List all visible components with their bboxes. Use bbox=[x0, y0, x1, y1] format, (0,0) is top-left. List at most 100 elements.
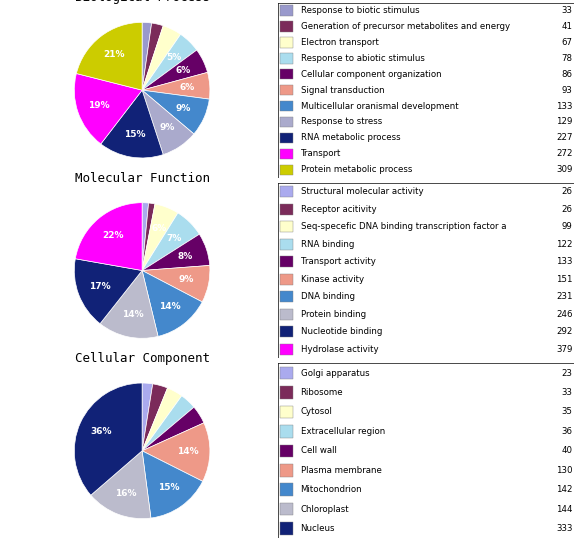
Bar bbox=[280, 37, 293, 48]
Text: Transport: Transport bbox=[300, 149, 341, 159]
Text: 86: 86 bbox=[561, 70, 572, 79]
Text: RNA binding: RNA binding bbox=[300, 240, 354, 249]
Wedge shape bbox=[142, 396, 194, 451]
Bar bbox=[280, 256, 293, 267]
Text: 5%: 5% bbox=[166, 53, 182, 62]
Text: 15%: 15% bbox=[124, 130, 145, 140]
Wedge shape bbox=[74, 74, 142, 144]
Text: Generation of precursor metabolites and energy: Generation of precursor metabolites and … bbox=[300, 22, 510, 31]
Wedge shape bbox=[74, 383, 142, 495]
Text: 130: 130 bbox=[556, 466, 572, 475]
Wedge shape bbox=[142, 23, 163, 90]
Bar bbox=[280, 69, 293, 80]
Bar bbox=[280, 239, 293, 250]
Text: 15%: 15% bbox=[158, 483, 179, 492]
Wedge shape bbox=[142, 266, 210, 302]
Text: 144: 144 bbox=[556, 505, 572, 513]
Text: Golgi apparatus: Golgi apparatus bbox=[300, 368, 369, 378]
Bar bbox=[280, 203, 293, 215]
Bar bbox=[280, 53, 293, 63]
Bar bbox=[280, 445, 293, 457]
Bar bbox=[280, 484, 293, 496]
Text: 231: 231 bbox=[556, 292, 572, 301]
Bar bbox=[280, 85, 293, 95]
Text: 309: 309 bbox=[556, 165, 572, 174]
Text: 67: 67 bbox=[561, 38, 572, 47]
Text: 22%: 22% bbox=[102, 231, 124, 240]
Bar bbox=[280, 326, 293, 338]
Text: 333: 333 bbox=[556, 524, 572, 533]
Text: 133: 133 bbox=[556, 102, 572, 110]
Wedge shape bbox=[77, 22, 142, 90]
Text: 33: 33 bbox=[561, 388, 572, 397]
Text: 129: 129 bbox=[556, 117, 572, 127]
Text: 6%: 6% bbox=[180, 83, 195, 91]
Wedge shape bbox=[142, 203, 155, 270]
Text: Nucleus: Nucleus bbox=[300, 524, 335, 533]
Wedge shape bbox=[142, 383, 153, 451]
Text: 9%: 9% bbox=[176, 104, 191, 113]
Bar bbox=[280, 22, 293, 32]
Text: Response to biotic stimulus: Response to biotic stimulus bbox=[300, 6, 419, 15]
Text: 36: 36 bbox=[561, 427, 572, 436]
Text: 19%: 19% bbox=[88, 101, 110, 110]
Text: RNA metabolic process: RNA metabolic process bbox=[300, 134, 400, 142]
Text: Transport activity: Transport activity bbox=[300, 258, 375, 266]
Wedge shape bbox=[74, 259, 142, 324]
Wedge shape bbox=[142, 451, 202, 518]
Text: Cellular component organization: Cellular component organization bbox=[300, 70, 441, 79]
Text: 35: 35 bbox=[561, 407, 572, 417]
Text: Plasma membrane: Plasma membrane bbox=[300, 466, 382, 475]
Wedge shape bbox=[142, 407, 204, 451]
Text: 33: 33 bbox=[561, 6, 572, 15]
Bar bbox=[280, 164, 293, 175]
Text: 6%: 6% bbox=[151, 224, 166, 233]
Text: 133: 133 bbox=[556, 258, 572, 266]
Wedge shape bbox=[142, 213, 200, 270]
Wedge shape bbox=[142, 22, 151, 90]
Text: 9%: 9% bbox=[179, 275, 194, 284]
Wedge shape bbox=[100, 270, 158, 338]
Bar bbox=[280, 291, 293, 302]
Title: Biological Process: Biological Process bbox=[75, 0, 209, 4]
Wedge shape bbox=[142, 90, 194, 155]
Text: 41: 41 bbox=[561, 22, 572, 31]
Text: 78: 78 bbox=[561, 54, 572, 63]
Text: 151: 151 bbox=[556, 275, 572, 283]
Text: 14%: 14% bbox=[122, 311, 143, 319]
Wedge shape bbox=[142, 388, 182, 451]
Text: 292: 292 bbox=[556, 327, 572, 336]
Text: 9%: 9% bbox=[160, 123, 175, 133]
Wedge shape bbox=[75, 203, 142, 270]
Bar bbox=[280, 274, 293, 285]
Text: Structural molecular activity: Structural molecular activity bbox=[300, 187, 423, 196]
Wedge shape bbox=[142, 204, 178, 270]
Text: 142: 142 bbox=[556, 485, 572, 494]
Text: Hydrolase activity: Hydrolase activity bbox=[300, 345, 378, 354]
Text: Response to abiotic stimulus: Response to abiotic stimulus bbox=[300, 54, 425, 63]
Text: 23: 23 bbox=[561, 368, 572, 378]
Text: Nucleotide binding: Nucleotide binding bbox=[300, 327, 382, 336]
Text: 14%: 14% bbox=[177, 447, 198, 456]
Wedge shape bbox=[142, 234, 210, 270]
Bar bbox=[280, 386, 293, 399]
Text: Electron transport: Electron transport bbox=[300, 38, 379, 47]
Text: Multicellular oranismal development: Multicellular oranismal development bbox=[300, 102, 458, 110]
Text: Receptor acitivity: Receptor acitivity bbox=[300, 205, 376, 214]
Text: 99: 99 bbox=[562, 222, 572, 231]
Text: 7%: 7% bbox=[166, 234, 182, 243]
Text: 272: 272 bbox=[556, 149, 572, 159]
Text: 17%: 17% bbox=[89, 282, 110, 291]
Wedge shape bbox=[142, 34, 197, 90]
Wedge shape bbox=[142, 50, 208, 90]
Bar bbox=[280, 503, 293, 516]
Text: Cytosol: Cytosol bbox=[300, 407, 332, 417]
Text: 6%: 6% bbox=[175, 66, 191, 75]
Text: Cell wall: Cell wall bbox=[300, 446, 336, 456]
Text: 16%: 16% bbox=[115, 489, 137, 498]
Text: Ribosome: Ribosome bbox=[300, 388, 343, 397]
Title: Molecular Function: Molecular Function bbox=[75, 171, 209, 184]
Bar bbox=[280, 133, 293, 143]
Text: 21%: 21% bbox=[103, 50, 125, 59]
Text: DNA binding: DNA binding bbox=[300, 292, 354, 301]
